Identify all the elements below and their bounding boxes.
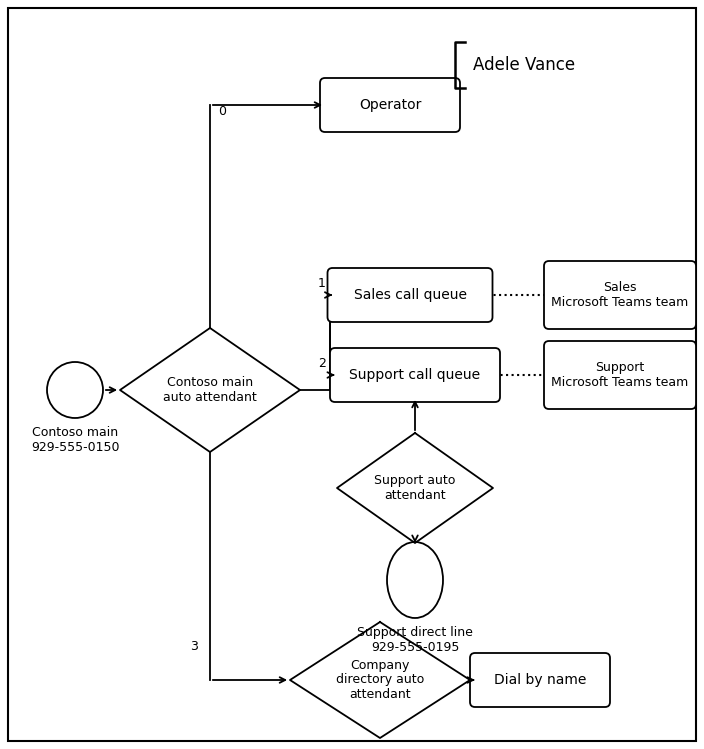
Text: 3: 3: [190, 640, 198, 653]
Text: Sales
Microsoft Teams team: Sales Microsoft Teams team: [551, 281, 689, 309]
Text: 0: 0: [218, 105, 226, 118]
Text: Sales call queue: Sales call queue: [353, 288, 467, 302]
Text: Company
directory auto
attendant: Company directory auto attendant: [336, 658, 424, 702]
Text: Contoso main
929-555-0150: Contoso main 929-555-0150: [31, 426, 119, 454]
Text: Contoso main
auto attendant: Contoso main auto attendant: [163, 376, 257, 404]
Text: Support auto
attendant: Support auto attendant: [375, 474, 455, 502]
Text: 2: 2: [318, 357, 326, 370]
FancyBboxPatch shape: [327, 268, 493, 322]
FancyBboxPatch shape: [470, 653, 610, 707]
FancyBboxPatch shape: [544, 341, 696, 409]
Text: Adele Vance: Adele Vance: [473, 56, 575, 74]
Text: Support call queue: Support call queue: [349, 368, 481, 382]
Text: Dial by name: Dial by name: [494, 673, 586, 687]
FancyBboxPatch shape: [544, 261, 696, 329]
Text: Support
Microsoft Teams team: Support Microsoft Teams team: [551, 361, 689, 389]
Text: 1: 1: [318, 277, 326, 290]
FancyBboxPatch shape: [320, 78, 460, 132]
FancyBboxPatch shape: [330, 348, 500, 402]
Text: Support direct line
929-555-0195: Support direct line 929-555-0195: [357, 626, 473, 654]
Text: Operator: Operator: [359, 98, 421, 112]
